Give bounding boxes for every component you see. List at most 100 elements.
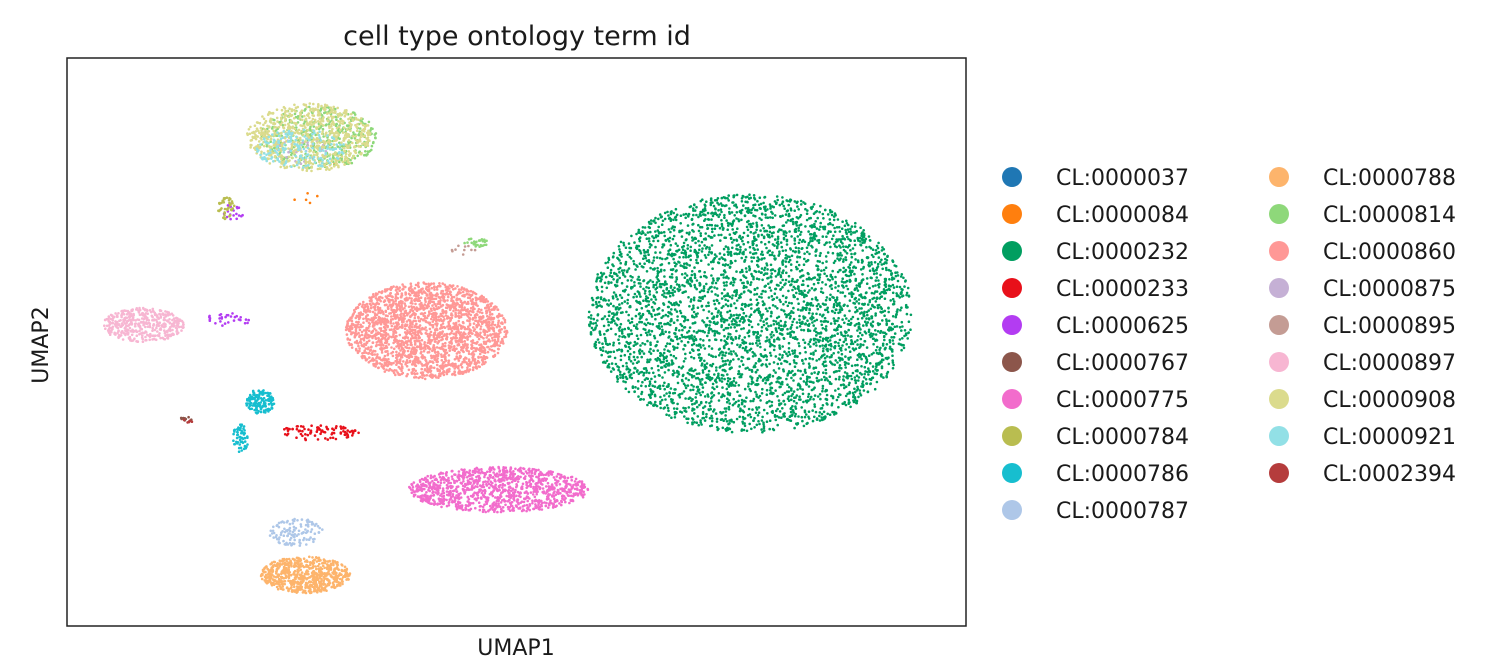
data-point [606, 303, 609, 306]
data-point [806, 421, 809, 425]
data-point [669, 284, 673, 288]
data-point [728, 265, 732, 269]
data-point [686, 214, 690, 217]
data-point [856, 236, 860, 240]
data-point [811, 312, 814, 316]
data-point [738, 235, 741, 239]
data-point [758, 217, 761, 220]
data-point [633, 284, 636, 287]
data-point [892, 336, 896, 339]
data-point [594, 340, 598, 344]
data-point [684, 384, 687, 387]
data-point [899, 275, 903, 278]
data-point [824, 389, 827, 393]
data-point [856, 317, 860, 321]
data-point [738, 323, 741, 327]
data-point [741, 239, 744, 243]
data-point [702, 406, 705, 410]
data-point [727, 194, 730, 197]
data-point [792, 390, 796, 393]
data-point [862, 324, 865, 327]
data-point [876, 262, 880, 266]
data-point [845, 252, 849, 255]
data-point [702, 339, 705, 342]
data-point [779, 274, 783, 277]
data-point [853, 272, 856, 276]
data-point [726, 310, 729, 314]
data-point [836, 252, 839, 256]
data-point [758, 310, 762, 314]
data-point [802, 424, 806, 428]
data-point [810, 207, 813, 211]
data-point [778, 203, 782, 207]
data-point [652, 285, 655, 289]
data-point [486, 480, 490, 484]
data-point [723, 394, 726, 398]
data-point [659, 268, 663, 272]
data-point [732, 397, 735, 401]
data-point [787, 350, 791, 354]
data-point [703, 244, 706, 247]
data-point [804, 260, 808, 263]
data-point [873, 306, 876, 309]
data-point [821, 389, 824, 393]
data-point [816, 332, 820, 335]
data-point [705, 412, 708, 416]
data-point [891, 366, 895, 370]
data-point [735, 313, 738, 317]
data-point [776, 395, 779, 398]
data-point [762, 425, 766, 428]
data-point [846, 228, 850, 231]
data-point [840, 333, 843, 336]
data-point [303, 427, 306, 431]
data-point [651, 235, 654, 238]
data-point [348, 430, 352, 434]
data-point [812, 282, 816, 286]
data-point [738, 320, 742, 323]
data-point [671, 373, 675, 376]
data-point [628, 358, 631, 361]
data-point [905, 312, 909, 316]
data-point [648, 380, 652, 383]
data-point [789, 283, 792, 287]
data-point [796, 388, 799, 391]
data-point [821, 344, 824, 347]
data-point [701, 330, 704, 333]
data-point [674, 388, 677, 391]
data-point [733, 232, 737, 235]
data-point [885, 374, 888, 378]
data-point [625, 270, 629, 274]
data-point [546, 481, 550, 485]
data-point [871, 303, 874, 307]
data-point [875, 276, 879, 279]
data-point [750, 211, 753, 214]
data-point [665, 288, 668, 291]
data-point [857, 395, 860, 399]
data-point [830, 213, 834, 217]
data-point [865, 360, 869, 363]
data-point [641, 380, 644, 384]
data-point [343, 430, 347, 434]
data-point [788, 258, 792, 262]
data-point [769, 354, 773, 357]
data-point [642, 327, 645, 331]
data-point [888, 341, 892, 344]
data-point [818, 313, 822, 316]
data-point [647, 303, 650, 307]
data-point [744, 255, 748, 259]
data-point [659, 263, 662, 267]
data-point [672, 218, 675, 222]
data-point [596, 273, 599, 276]
data-point [532, 485, 535, 489]
data-point [805, 306, 808, 310]
data-point [818, 254, 822, 257]
data-point [713, 373, 716, 376]
data-point [695, 253, 699, 256]
data-point [593, 342, 597, 346]
data-point [609, 268, 613, 272]
data-point [660, 215, 663, 218]
data-point [855, 284, 858, 287]
data-point [646, 403, 649, 407]
data-point [793, 373, 797, 376]
data-point [497, 502, 500, 505]
